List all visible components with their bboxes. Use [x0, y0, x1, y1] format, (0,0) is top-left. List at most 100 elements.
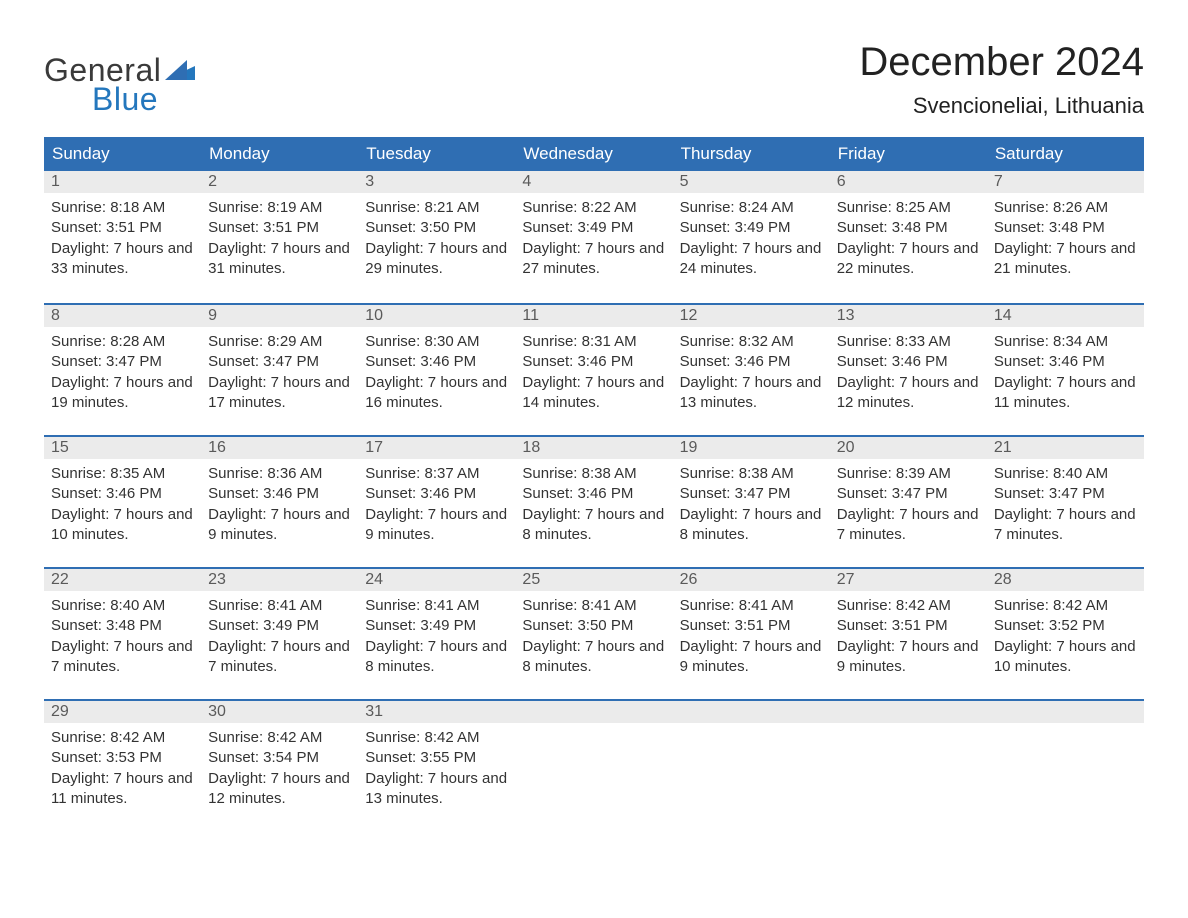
sunset-text: Sunset: 3:51 PM [680, 616, 823, 636]
day-cell: 20Sunrise: 8:39 AMSunset: 3:47 PMDayligh… [830, 437, 987, 567]
day-cell: 17Sunrise: 8:37 AMSunset: 3:46 PMDayligh… [358, 437, 515, 567]
daylight-text: Daylight: 7 hours and 7 minutes. [994, 505, 1137, 546]
sunset-text: Sunset: 3:51 PM [51, 218, 194, 238]
day-body: Sunrise: 8:42 AMSunset: 3:51 PMDaylight:… [830, 591, 987, 691]
day-number: 10 [358, 305, 515, 327]
daylight-text: Daylight: 7 hours and 8 minutes. [680, 505, 823, 546]
sunrise-text: Sunrise: 8:31 AM [522, 332, 665, 352]
sunrise-text: Sunrise: 8:42 AM [208, 728, 351, 748]
day-cell: 19Sunrise: 8:38 AMSunset: 3:47 PMDayligh… [673, 437, 830, 567]
day-cell: 5Sunrise: 8:24 AMSunset: 3:49 PMDaylight… [673, 171, 830, 303]
daylight-text: Daylight: 7 hours and 13 minutes. [365, 769, 508, 810]
daylight-text: Daylight: 7 hours and 31 minutes. [208, 239, 351, 280]
day-number: 15 [44, 437, 201, 459]
day-body: Sunrise: 8:38 AMSunset: 3:47 PMDaylight:… [673, 459, 830, 559]
day-cell: 12Sunrise: 8:32 AMSunset: 3:46 PMDayligh… [673, 305, 830, 435]
day-number: 22 [44, 569, 201, 591]
day-cell: 11Sunrise: 8:31 AMSunset: 3:46 PMDayligh… [515, 305, 672, 435]
sunrise-text: Sunrise: 8:42 AM [837, 596, 980, 616]
sunrise-text: Sunrise: 8:21 AM [365, 198, 508, 218]
weekday-header-row: SundayMondayTuesdayWednesdayThursdayFrid… [44, 137, 1144, 171]
sunrise-text: Sunrise: 8:25 AM [837, 198, 980, 218]
title-block: December 2024 Svencioneliai, Lithuania [859, 40, 1144, 119]
daylight-text: Daylight: 7 hours and 9 minutes. [365, 505, 508, 546]
empty-day-cell [830, 701, 987, 831]
daylight-text: Daylight: 7 hours and 8 minutes. [522, 505, 665, 546]
day-body: Sunrise: 8:32 AMSunset: 3:46 PMDaylight:… [673, 327, 830, 427]
sunset-text: Sunset: 3:49 PM [680, 218, 823, 238]
day-cell: 27Sunrise: 8:42 AMSunset: 3:51 PMDayligh… [830, 569, 987, 699]
empty-day-cell [515, 701, 672, 831]
daylight-text: Daylight: 7 hours and 9 minutes. [680, 637, 823, 678]
day-body: Sunrise: 8:28 AMSunset: 3:47 PMDaylight:… [44, 327, 201, 427]
day-number: 5 [673, 171, 830, 193]
location: Svencioneliai, Lithuania [859, 93, 1144, 119]
day-cell: 1Sunrise: 8:18 AMSunset: 3:51 PMDaylight… [44, 171, 201, 303]
sunset-text: Sunset: 3:47 PM [994, 484, 1137, 504]
sunrise-text: Sunrise: 8:38 AM [522, 464, 665, 484]
daylight-text: Daylight: 7 hours and 17 minutes. [208, 373, 351, 414]
sunset-text: Sunset: 3:46 PM [837, 352, 980, 372]
day-cell: 10Sunrise: 8:30 AMSunset: 3:46 PMDayligh… [358, 305, 515, 435]
day-number: 4 [515, 171, 672, 193]
daylight-text: Daylight: 7 hours and 7 minutes. [837, 505, 980, 546]
day-cell: 26Sunrise: 8:41 AMSunset: 3:51 PMDayligh… [673, 569, 830, 699]
sunrise-text: Sunrise: 8:28 AM [51, 332, 194, 352]
day-number: 14 [987, 305, 1144, 327]
logo-flag-icon [165, 56, 195, 85]
sunset-text: Sunset: 3:47 PM [51, 352, 194, 372]
day-cell: 31Sunrise: 8:42 AMSunset: 3:55 PMDayligh… [358, 701, 515, 831]
day-cell: 21Sunrise: 8:40 AMSunset: 3:47 PMDayligh… [987, 437, 1144, 567]
sunset-text: Sunset: 3:46 PM [522, 484, 665, 504]
day-body: Sunrise: 8:41 AMSunset: 3:49 PMDaylight:… [201, 591, 358, 691]
weekday-header-cell: Thursday [673, 137, 830, 171]
logo-text-blue: Blue [92, 81, 158, 118]
sunrise-text: Sunrise: 8:32 AM [680, 332, 823, 352]
day-cell: 29Sunrise: 8:42 AMSunset: 3:53 PMDayligh… [44, 701, 201, 831]
sunset-text: Sunset: 3:51 PM [208, 218, 351, 238]
day-body: Sunrise: 8:38 AMSunset: 3:46 PMDaylight:… [515, 459, 672, 559]
day-body: Sunrise: 8:42 AMSunset: 3:52 PMDaylight:… [987, 591, 1144, 691]
sunset-text: Sunset: 3:49 PM [365, 616, 508, 636]
day-cell: 4Sunrise: 8:22 AMSunset: 3:49 PMDaylight… [515, 171, 672, 303]
sunrise-text: Sunrise: 8:42 AM [365, 728, 508, 748]
sunset-text: Sunset: 3:48 PM [837, 218, 980, 238]
calendar: SundayMondayTuesdayWednesdayThursdayFrid… [44, 137, 1144, 831]
sunrise-text: Sunrise: 8:34 AM [994, 332, 1137, 352]
empty-day-cell [987, 701, 1144, 831]
daylight-text: Daylight: 7 hours and 9 minutes. [208, 505, 351, 546]
day-body: Sunrise: 8:42 AMSunset: 3:53 PMDaylight:… [44, 723, 201, 823]
sunset-text: Sunset: 3:50 PM [522, 616, 665, 636]
day-cell: 18Sunrise: 8:38 AMSunset: 3:46 PMDayligh… [515, 437, 672, 567]
day-body: Sunrise: 8:33 AMSunset: 3:46 PMDaylight:… [830, 327, 987, 427]
day-body: Sunrise: 8:18 AMSunset: 3:51 PMDaylight:… [44, 193, 201, 293]
sunrise-text: Sunrise: 8:41 AM [522, 596, 665, 616]
day-cell: 3Sunrise: 8:21 AMSunset: 3:50 PMDaylight… [358, 171, 515, 303]
day-number: 18 [515, 437, 672, 459]
sunrise-text: Sunrise: 8:29 AM [208, 332, 351, 352]
sunrise-text: Sunrise: 8:38 AM [680, 464, 823, 484]
day-number: 16 [201, 437, 358, 459]
day-number: 21 [987, 437, 1144, 459]
daylight-text: Daylight: 7 hours and 21 minutes. [994, 239, 1137, 280]
day-number: 3 [358, 171, 515, 193]
day-body: Sunrise: 8:41 AMSunset: 3:50 PMDaylight:… [515, 591, 672, 691]
day-number: 6 [830, 171, 987, 193]
sunset-text: Sunset: 3:46 PM [680, 352, 823, 372]
daylight-text: Daylight: 7 hours and 33 minutes. [51, 239, 194, 280]
sunrise-text: Sunrise: 8:33 AM [837, 332, 980, 352]
day-number: 30 [201, 701, 358, 723]
daylight-text: Daylight: 7 hours and 14 minutes. [522, 373, 665, 414]
logo: General Blue [44, 40, 195, 118]
weekday-header-cell: Sunday [44, 137, 201, 171]
day-number [673, 701, 830, 723]
day-number: 11 [515, 305, 672, 327]
daylight-text: Daylight: 7 hours and 29 minutes. [365, 239, 508, 280]
sunrise-text: Sunrise: 8:41 AM [365, 596, 508, 616]
day-number: 20 [830, 437, 987, 459]
sunrise-text: Sunrise: 8:36 AM [208, 464, 351, 484]
day-cell: 7Sunrise: 8:26 AMSunset: 3:48 PMDaylight… [987, 171, 1144, 303]
day-cell: 30Sunrise: 8:42 AMSunset: 3:54 PMDayligh… [201, 701, 358, 831]
day-body: Sunrise: 8:26 AMSunset: 3:48 PMDaylight:… [987, 193, 1144, 293]
day-number: 23 [201, 569, 358, 591]
